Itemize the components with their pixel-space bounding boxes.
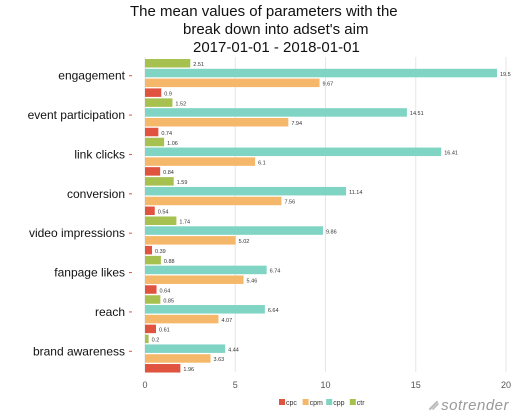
chart-title-line-3: 2017-01-01 - 2018-01-01 — [193, 39, 360, 56]
legend-label-cpp: cpp — [333, 400, 344, 407]
data-label-cpm: 3.63 — [214, 357, 225, 363]
data-label-cpc: 0.39 — [155, 249, 166, 255]
data-label-cpm: 9.67 — [323, 82, 334, 88]
bar-cpc-conversion — [145, 206, 155, 216]
category-label: link clicks — [74, 147, 125, 161]
bar-cpm-reach — [145, 314, 219, 324]
data-label-cpm: 5.46 — [247, 278, 258, 284]
legend-label-cpm: cpm — [310, 400, 323, 407]
bar-cpp-video-impressions — [145, 226, 323, 235]
bar-cpm-conversion — [145, 196, 282, 206]
brand-name: sotrender — [441, 397, 509, 414]
category-label: fanpage likes — [54, 266, 125, 280]
data-label-cpp: 16.41 — [444, 151, 458, 157]
chart-title-line-2: break down into adset's aim — [183, 21, 369, 38]
bar-cpc-engagement — [145, 88, 162, 97]
sotrender-swirl-icon — [429, 400, 439, 411]
bar-ctr-conversion — [145, 177, 174, 186]
bar-cpp-link-clicks — [145, 147, 442, 157]
x-tick-label: 15 — [411, 380, 421, 390]
data-label-cpm: 5.02 — [239, 239, 250, 245]
data-label-cpp: 19.5 — [500, 72, 511, 78]
bar-cpc-reach — [145, 324, 157, 334]
bar-cpm-video-impressions — [145, 236, 236, 245]
data-label-cpm: 6.1 — [258, 160, 266, 166]
legend-label-cpc: cpc — [286, 400, 297, 407]
data-label-cpc: 1.96 — [183, 367, 194, 373]
bar-ctr-link-clicks — [145, 137, 165, 147]
data-label-cpp: 11.14 — [349, 190, 362, 196]
x-tick-label: 5 — [233, 380, 238, 390]
category-label: event participation — [28, 108, 125, 122]
data-label-cpm: 7.94 — [291, 121, 302, 127]
bar-cpc-video-impressions — [145, 245, 153, 255]
bar-cpm-event-participation — [145, 117, 289, 127]
bar-cpm-fanpage-likes — [145, 275, 244, 284]
data-label-cpp: 9.86 — [326, 229, 337, 235]
x-tick-label: 10 — [320, 380, 330, 390]
category-label: engagement — [58, 69, 125, 83]
data-label-ctr: 2.51 — [193, 62, 204, 68]
data-label-ctr: 0.85 — [163, 298, 174, 304]
data-label-ctr: 1.59 — [177, 180, 188, 186]
legend-swatch-cpp — [326, 399, 333, 405]
data-label-cpp: 6.64 — [268, 308, 279, 314]
data-label-cpc: 0.61 — [159, 328, 170, 334]
sotrender-logo: sotrender — [428, 397, 509, 414]
bar-ctr-brand-awareness — [145, 334, 149, 344]
bar-cpc-event-participation — [145, 127, 159, 137]
data-label-cpm: 4.07 — [221, 318, 232, 324]
legend-swatch-cpm — [302, 399, 309, 405]
bar-cpp-brand-awareness — [145, 344, 226, 353]
category-label: conversion — [67, 187, 125, 201]
data-label-cpc: 0.74 — [161, 131, 172, 137]
chart-title-line-1: The mean values of parameters with the — [130, 3, 398, 20]
data-label-ctr: 0.2 — [152, 338, 160, 344]
data-label-cpp: 14.51 — [410, 111, 424, 117]
bar-cpp-event-participation — [145, 108, 407, 117]
bar-cpp-reach — [145, 305, 265, 314]
category-label: video impressions — [29, 226, 125, 240]
data-label-ctr: 1.52 — [175, 101, 186, 107]
data-label-cpc: 0.84 — [163, 170, 174, 176]
bar-cpc-link-clicks — [145, 167, 161, 176]
data-label-ctr: 1.06 — [167, 141, 178, 147]
x-tick-label: 0 — [142, 380, 147, 390]
bar-ctr-reach — [145, 295, 161, 304]
bar-cpp-engagement — [145, 68, 497, 78]
bar-ctr-engagement — [145, 59, 191, 68]
bar-cpm-link-clicks — [145, 157, 256, 166]
x-tick-label: 20 — [501, 380, 511, 390]
bar-ctr-fanpage-likes — [145, 255, 161, 265]
data-label-cpc: 0.9 — [164, 91, 172, 97]
bar-ctr-video-impressions — [145, 216, 177, 225]
bar-cpp-conversion — [145, 186, 347, 196]
category-label: reach — [95, 305, 125, 319]
data-label-ctr: 1.74 — [179, 220, 190, 226]
legend-label-ctr: ctr — [357, 400, 365, 407]
bar-ctr-event-participation — [145, 98, 173, 107]
data-label-cpc: 0.54 — [158, 210, 169, 216]
legend-swatch-ctr — [349, 399, 356, 405]
data-label-cpp: 6.74 — [270, 269, 281, 275]
data-label-cpp: 4.44 — [228, 347, 239, 353]
bar-cpp-fanpage-likes — [145, 265, 267, 275]
bar-cpc-fanpage-likes — [145, 285, 157, 294]
legend-swatch-cpc — [279, 399, 285, 405]
bar-cpc-brand-awareness — [145, 364, 181, 373]
bar-cpm-engagement — [145, 78, 320, 88]
data-label-cpm: 7.56 — [284, 200, 295, 206]
category-label: brand awareness — [33, 344, 125, 358]
data-label-cpc: 0.64 — [160, 288, 171, 294]
bar-cpm-brand-awareness — [145, 354, 211, 363]
data-label-ctr: 0.88 — [164, 259, 175, 265]
